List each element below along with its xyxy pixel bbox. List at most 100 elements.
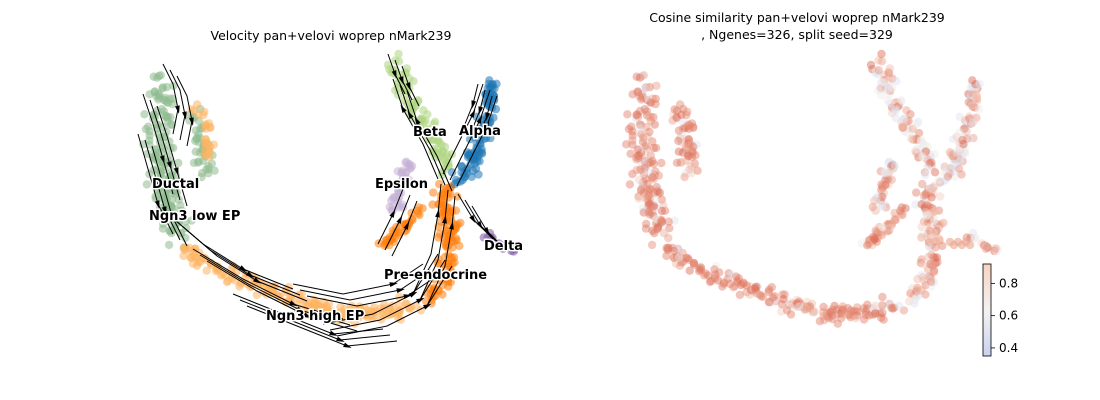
cell-point (922, 190, 931, 199)
cell-point (648, 156, 657, 166)
cell-point (654, 221, 663, 231)
cell-point (959, 140, 968, 149)
cell-point (918, 152, 927, 161)
cell-point (715, 268, 724, 277)
cell-point (635, 145, 644, 154)
cell-point (834, 309, 843, 319)
cell-point (807, 299, 817, 308)
cell-point (633, 88, 642, 97)
cell-point (934, 206, 944, 215)
cell-point (684, 255, 693, 264)
cell-point (975, 79, 984, 89)
cell-point (919, 260, 928, 269)
cell-point (934, 224, 943, 234)
cell-point (637, 180, 647, 189)
cell-point (652, 219, 661, 228)
cell-point (642, 95, 652, 105)
cell-point (917, 255, 926, 264)
cell-point (968, 102, 978, 112)
cell-point (865, 311, 874, 320)
cell-point (701, 269, 710, 278)
cell-point (685, 266, 694, 275)
cell-point (746, 285, 756, 295)
cell-point (968, 118, 977, 128)
cell-point (733, 278, 742, 287)
stream-arrow (442, 215, 447, 224)
stream-arrow (175, 105, 180, 114)
stream-arrow (173, 167, 179, 176)
cell-point (710, 273, 719, 283)
cell-point (192, 253, 201, 262)
cell-point (863, 300, 872, 309)
cell-point (634, 194, 643, 203)
cell-point (642, 157, 651, 167)
cell-point (650, 202, 659, 212)
cell-point (898, 123, 907, 132)
cell-point (892, 77, 901, 86)
cluster-label-alpha: Alpha (459, 124, 501, 139)
cell-point (894, 101, 904, 110)
cell-point (838, 305, 847, 314)
cell-point (644, 187, 653, 196)
cell-point (906, 289, 915, 298)
cell-point (955, 153, 965, 162)
cell-point (742, 287, 751, 297)
cell-point (837, 308, 846, 318)
cell-point (644, 199, 654, 208)
cell-point (649, 175, 658, 184)
cell-point (412, 301, 421, 310)
cell-point (920, 140, 929, 150)
cell-point (918, 273, 928, 282)
cell-point (770, 292, 779, 301)
cell-point (911, 200, 920, 209)
stream-arrow (476, 115, 483, 124)
cell-point (730, 281, 739, 291)
cell-point (636, 165, 645, 174)
cell-point (668, 116, 677, 125)
cell-point (914, 149, 923, 158)
cell-point (969, 82, 978, 92)
cell-point (918, 230, 928, 239)
cell-point (968, 113, 977, 122)
cell-point (959, 124, 968, 133)
cell-point (929, 266, 939, 275)
cell-point (880, 200, 890, 209)
cell-point (436, 260, 445, 269)
cell-point (955, 112, 964, 122)
cell-point (645, 82, 655, 92)
cell-point (882, 174, 891, 183)
cell-point (625, 180, 635, 189)
cell-point (644, 207, 653, 217)
cell-point (992, 247, 1001, 256)
cell-point (887, 103, 897, 112)
cell-point (932, 226, 941, 236)
cell-point (712, 261, 721, 271)
cell-point (675, 253, 684, 262)
cell-point (952, 154, 961, 164)
cell-point (145, 127, 154, 136)
cell-point (681, 145, 690, 154)
cell-point (765, 298, 774, 307)
cell-point (632, 72, 641, 81)
cell-point (751, 283, 760, 292)
cell-point (642, 111, 652, 120)
cell-point (877, 49, 886, 59)
cell-point (899, 306, 909, 315)
cell-point (682, 110, 691, 120)
stream-arrow (485, 112, 491, 121)
cell-point (882, 203, 891, 212)
cell-point (755, 290, 765, 299)
stream-arrow (469, 109, 476, 118)
cell-point (685, 165, 694, 174)
cell-point (635, 106, 645, 116)
cell-point (853, 311, 862, 320)
cell-point (879, 70, 889, 80)
cell-point (926, 277, 936, 286)
cell-point (888, 218, 897, 227)
cell-point (899, 116, 908, 125)
cell-point (972, 96, 982, 105)
cell-point (958, 135, 967, 145)
cell-point (979, 241, 989, 250)
cell-point (930, 207, 940, 216)
cell-point (739, 278, 748, 287)
